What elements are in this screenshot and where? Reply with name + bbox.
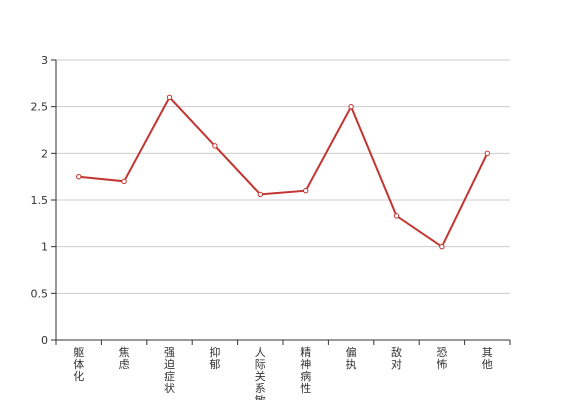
data-point-8 [439, 243, 445, 250]
y-tick-label: 3 [41, 54, 48, 67]
data-point-5 [303, 187, 309, 194]
series [76, 94, 490, 250]
data-point-0 [76, 173, 82, 180]
y-tick-label: 0 [41, 334, 48, 347]
axes [51, 59, 511, 345]
data-point-9 [484, 150, 490, 157]
x-tick-label: 偏执 [346, 345, 357, 371]
series-line [78, 95, 489, 249]
x-tick-label: 恐怖 [436, 346, 447, 371]
x-tick-label: 敌对 [391, 345, 402, 371]
y-tick-label: 0.5 [31, 287, 49, 300]
gridlines [56, 59, 510, 294]
data-point-4 [257, 191, 263, 198]
x-tick-label: 抑郁 [209, 345, 220, 371]
data-point-1 [121, 178, 127, 185]
y-tick-label: 2 [41, 147, 48, 160]
data-point-7 [393, 213, 400, 219]
x-tick-label: 强迫症状 [164, 346, 175, 395]
y-tick-label: 1 [41, 241, 48, 254]
x-tick-label: 精神病性 [300, 346, 311, 395]
y-tick-labels: 0 0.5 1 1.5 2 2.5 3 [31, 54, 49, 347]
y-tick-label: 1.5 [31, 194, 49, 207]
y-tick-label: 2.5 [31, 101, 49, 114]
x-tick-label: 躯体化 [73, 346, 84, 383]
x-tick-label: 其他 [482, 346, 493, 371]
data-point-6 [348, 103, 354, 110]
x-tick-label: 焦虑 [119, 346, 130, 371]
data-point-2 [166, 94, 173, 101]
data-point-3 [212, 143, 218, 149]
x-tick-labels: 躯体化 焦虑 强迫症状 抑郁 人际关系敏感 精神病性 偏执 敌对 恐怖 其他 [73, 345, 493, 400]
x-tick-label: 人际关系敏感 [255, 346, 266, 400]
